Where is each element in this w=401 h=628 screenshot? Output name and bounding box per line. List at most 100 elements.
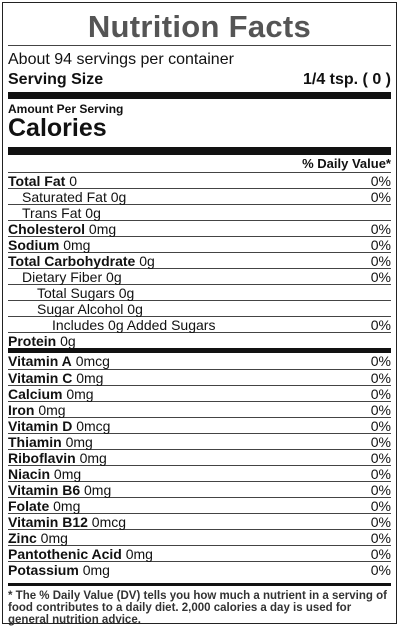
vitamin-label: Riboflavin [8, 449, 76, 466]
vitamin-label: Folate [8, 497, 50, 514]
vitamin-dv: 0% [370, 545, 391, 562]
daily-value-header: % Daily Value* [302, 156, 391, 171]
vitamin-amount: 0mg [66, 385, 94, 402]
nutrient-label: Sodium [8, 236, 60, 253]
vitamin-label: Zinc [8, 529, 37, 546]
vitamin-label: Vitamin B12 [8, 513, 88, 530]
vitamin-label: Vitamin C [8, 369, 73, 386]
vitamin-dv: 0% [370, 401, 391, 418]
nutrient-label: Sugar Alcohol [37, 300, 124, 317]
vitamin-amount: 0mg [53, 465, 82, 482]
nutrient-amount: 0 [69, 172, 77, 189]
footnote: * The % Daily Value (DV) tells you how m… [8, 583, 391, 626]
nutrient-row-saturated-fat: Saturated Fat 0g 0% [8, 188, 391, 205]
vitamin-amount: 0mcg [76, 417, 111, 434]
vitamin-row: Iron 0mg 0% [8, 401, 391, 418]
nutrient-label: Cholesterol [8, 220, 86, 237]
nutrient-row-protein: Protein 0g [8, 332, 391, 349]
serving-size-label: Serving Size [8, 71, 104, 88]
nutrient-label: Includes 0g Added Sugars [52, 316, 216, 333]
nutrient-label: Total Fat [8, 172, 66, 189]
amount-per-serving: Amount Per Serving [8, 102, 124, 116]
nutrient-dv: 0% [370, 188, 391, 205]
vitamin-dv: 0% [370, 513, 391, 530]
nutrient-dv: 0% [370, 252, 391, 269]
vitamin-row: Vitamin B12 0mcg 0% [8, 513, 391, 530]
vitamin-dv: 0% [370, 465, 391, 482]
nutrient-amount: 0g [139, 252, 155, 269]
nutrient-row-dietary-fiber: Dietary Fiber 0g 0% [8, 268, 391, 285]
nutrient-dv: 0% [370, 316, 391, 333]
nutrient-amount: 0g [60, 332, 76, 349]
vitamin-dv: 0% [370, 369, 391, 386]
vitamin-row: Niacin 0mg 0% [8, 465, 391, 482]
vitamin-amount: 0mcg [75, 353, 110, 369]
vitamin-label: Calcium [8, 385, 63, 402]
nutrient-dv: 0% [370, 220, 391, 237]
vitamin-label: Pantothenic Acid [8, 545, 122, 562]
thick-divider [8, 92, 391, 99]
nutrient-amount: 0g [127, 300, 143, 317]
nutrition-facts-panel: Nutrition Facts About 94 servings per co… [2, 2, 397, 626]
vitamin-row: Pantothenic Acid 0mg 0% [8, 545, 391, 562]
nutrient-amount: 0g [106, 268, 122, 285]
vitamin-dv: 0% [370, 529, 391, 546]
vitamin-row: Thiamin 0mg 0% [8, 433, 391, 450]
vitamin-label: Potassium [8, 561, 79, 578]
vitamin-label: Vitamin B6 [8, 481, 81, 498]
nutrient-label: Total Sugars [37, 284, 115, 301]
nutrient-amount: 0g [110, 188, 127, 205]
vitamin-row: Folate 0mg 0% [8, 497, 391, 514]
vitamin-row: Riboflavin 0mg 0% [8, 449, 391, 466]
vitamin-row: Vitamin A 0mcg 0% [8, 353, 391, 369]
servings-per-container: About 94 servings per container [8, 51, 234, 68]
nutrient-amount: 0mg [88, 220, 117, 237]
nutrient-row-sodium: Sodium 0mg 0% [8, 236, 391, 253]
nutrient-row-cholesterol: Cholesterol 0mg 0% [8, 220, 391, 237]
nutrient-dv: 0% [370, 236, 391, 253]
vitamin-dv: 0% [370, 417, 391, 434]
vitamin-dv: 0% [370, 497, 391, 514]
nutrient-amount: 0mg [63, 236, 91, 253]
nutrient-amount: 0g [85, 204, 101, 221]
nutrient-row-total-sugars: Total Sugars 0g [8, 284, 391, 301]
vitamin-row: Zinc 0mg 0% [8, 529, 391, 546]
serving-size-row: Serving Size 1/4 tsp. ( 0 ) [8, 70, 391, 90]
vitamin-dv: 0% [370, 385, 391, 402]
vitamin-label: Thiamin [8, 433, 62, 450]
vitamin-row: Potassium 0mg 0% [8, 561, 391, 578]
vitamin-label: Vitamin A [8, 353, 72, 369]
vitamin-amount: 0mg [40, 529, 68, 546]
nutrient-label: Saturated Fat [22, 188, 107, 205]
vitamin-amount: 0mg [53, 497, 81, 514]
vitamin-dv: 0% [370, 353, 391, 369]
vitamin-amount: 0mcg [91, 513, 127, 530]
vitamin-amount: 0mg [38, 401, 66, 418]
vitamin-label: Niacin [8, 465, 51, 482]
vitamin-amount: 0mg [125, 545, 153, 562]
divider [8, 45, 391, 46]
nutrient-amount: 0g [118, 284, 135, 301]
vitamin-dv: 0% [370, 433, 391, 450]
nutrient-row-total-fat: Total Fat 0 0% [8, 172, 391, 189]
vitamin-row: Vitamin B6 0mg 0% [8, 481, 391, 498]
vitamin-dv: 0% [370, 481, 391, 498]
calories-label: Calories [8, 114, 107, 142]
vitamin-label: Vitamin D [8, 417, 73, 434]
vitamin-amount: 0mg [84, 481, 112, 498]
nutrient-label: Trans Fat [22, 204, 82, 221]
vitamin-amount: 0mg [82, 561, 110, 578]
nutrient-row-sugar-alcohol: Sugar Alcohol 0g [8, 300, 391, 317]
nutrient-row-total-carbohydrate: Total Carbohydrate 0g 0% [8, 252, 391, 269]
serving-size-value: 1/4 tsp. ( 0 ) [302, 71, 391, 88]
nutrient-row-added-sugars: Includes 0g Added Sugars 0% [8, 316, 391, 333]
vitamin-amount: 0mg [79, 449, 107, 466]
calories-divider [8, 147, 391, 155]
vitamins-divider [8, 348, 391, 353]
vitamin-row: Vitamin C 0mg 0% [8, 369, 391, 386]
vitamin-row: Calcium 0mg 0% [8, 385, 391, 402]
panel-title: Nutrition Facts [87, 9, 312, 44]
nutrient-dv: 0% [370, 268, 391, 285]
nutrient-label: Protein [8, 332, 57, 349]
vitamin-row: Vitamin D 0mcg 0% [8, 417, 391, 434]
